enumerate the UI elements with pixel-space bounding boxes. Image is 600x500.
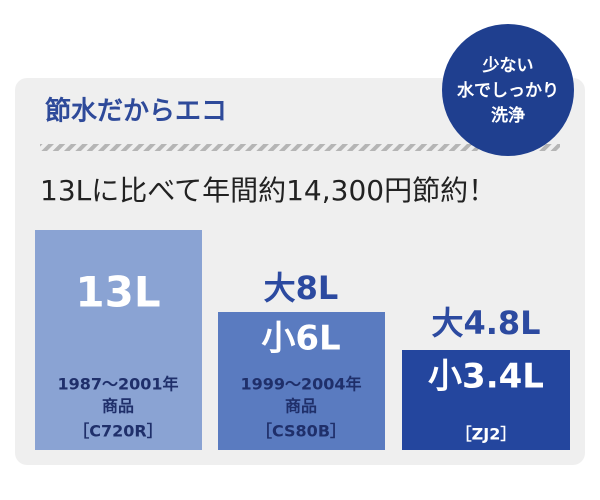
bar-label: 13L: [75, 268, 160, 317]
caption: 1999〜2004年: [240, 375, 361, 394]
bar-label: 小6L: [261, 319, 340, 359]
bar-label: 小3.4L: [428, 357, 544, 397]
caption: ［ZJ2］: [456, 425, 517, 444]
divider: [40, 144, 560, 151]
caption: ［C720R］: [73, 422, 162, 441]
caption: 商品: [102, 397, 134, 416]
title: 節水だからエコ: [45, 96, 227, 127]
bar: [402, 350, 570, 450]
badge-text: 洗浄: [491, 105, 525, 126]
badge-text: 水でしっかり: [457, 80, 559, 101]
caption: ［CS80B］: [256, 422, 346, 441]
badge: [442, 24, 574, 156]
bar: [218, 312, 385, 450]
badge-text: 少ない: [482, 56, 534, 76]
bar: [35, 230, 202, 450]
above-label: 大4.8L: [431, 304, 540, 342]
above-label: 大8L: [264, 269, 339, 307]
caption: 商品: [285, 397, 317, 416]
subtitle: 13Lに比べて年間約14,300円節約！: [40, 174, 496, 207]
caption: 1987〜2001年: [57, 375, 178, 394]
